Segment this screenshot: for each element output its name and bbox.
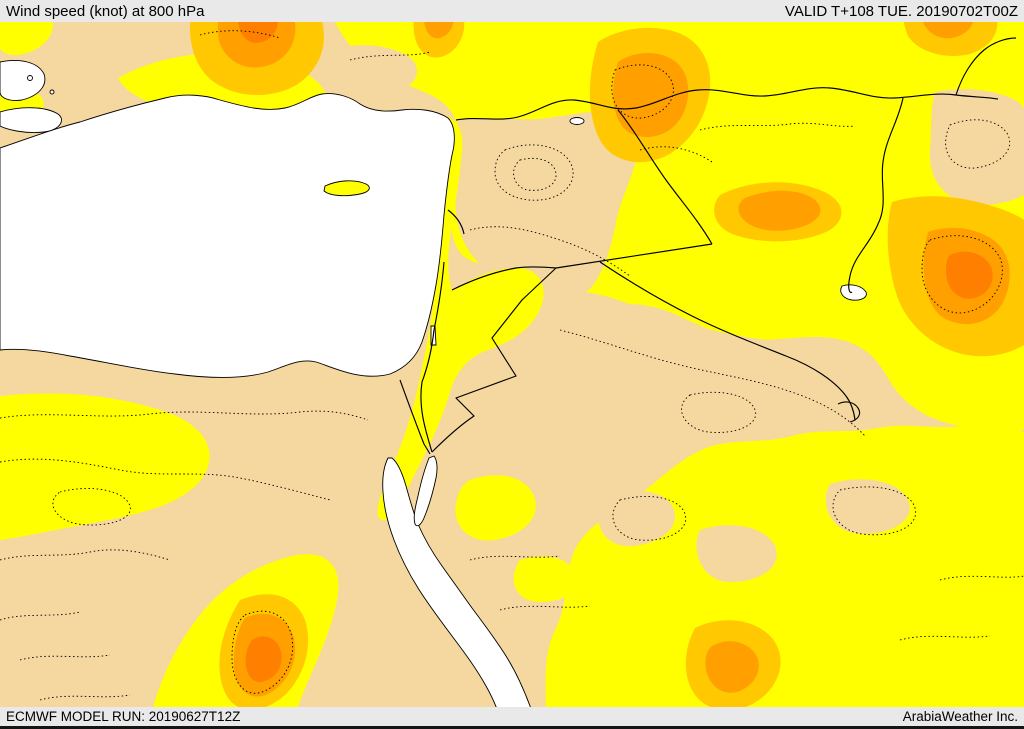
yellow-region-levant-jordan-sinai [377,116,544,521]
borders-layer [399,37,1017,455]
tan-holes-south-layer [598,479,910,582]
yellow-region-anatolia-mesopotamia [330,10,1024,433]
orange-deep-core-zagros [946,251,993,299]
tan-hole-central-saudi-b [825,479,910,534]
tan-hole-central-saudi-a [598,491,676,547]
yellow-region-west-egypt [0,393,210,540]
dotted-contour [921,235,1003,314]
cyprus-island [323,180,370,197]
dotted-contour [0,549,171,561]
dotted-contour [39,694,131,701]
gulf-of-aqaba [413,455,438,527]
yellow-band-layer [330,10,1024,433]
tan-holes-layer [337,45,1024,463]
border-turkey-south [455,87,999,121]
header-bar: Wind speed (knot) at 800 hPa VALID T+108… [0,0,1024,22]
dotted-contour [832,486,917,536]
yellow-region-nw-saudi-a [455,475,536,541]
aegean-islet [49,89,55,95]
aegean-sea-patch-b [0,107,62,133]
border-jordan-iraq [555,243,713,269]
dotted-contour [349,51,431,61]
dotted-contour [231,610,294,694]
border-syria-iraq [617,109,713,245]
dotted-contour [469,226,631,277]
valid-time-label: VALID T+108 TUE. 20190702T00Z [784,2,1018,20]
border-jordan-valley [420,261,445,453]
model-run-label: ECMWF MODEL RUN: 20190627T12Z [6,709,241,724]
dotted-contour [899,635,991,641]
aegean-islet [27,75,33,81]
mediterranean-sea [0,93,455,378]
dotted-contour [513,157,557,191]
orange-core-north-iraq [738,190,821,231]
yellow-region-nw-saudi-b [513,556,578,602]
dotted-contour [699,122,856,131]
dotted-contour [19,654,111,661]
border-syria-jordan [451,266,557,291]
tan-region-west-anatolia [337,45,417,93]
brand-label: ArabiaWeather Inc. [902,709,1018,724]
orange-core-east-anatolia [613,53,689,138]
border-kuwait [837,401,861,423]
border-lebanon [447,209,465,235]
border-iran-iraq [848,97,904,294]
border-egypt-israel [399,379,431,455]
persian-gulf-tip [840,284,867,301]
dotted-contour [681,391,757,433]
lake-anatolia [569,117,585,125]
water-layer [0,60,867,729]
dotted-contours-layer [0,30,1024,701]
aegean-sea-patch-a [0,60,46,101]
dotted-contour [612,496,687,541]
tan-hole-central-saudi-c [696,525,777,582]
tan-region-syria-interior [454,111,638,303]
border-iraq-saudi [599,261,856,421]
tan-region-nw-iran [929,89,1024,205]
border-jordan-saudi-zigzag [431,267,557,453]
dotted-contour [499,605,591,611]
dotted-contour [611,64,674,119]
tan-region-north-arabia-desert [470,291,889,463]
dotted-contour [939,575,1024,581]
border-turkey-ne [955,37,1017,96]
map-title: Wind speed (knot) at 800 hPa [6,2,205,20]
orange-deep-core-upper-egypt [245,636,282,683]
bottom-frame-edge [0,726,1024,729]
footer-bar: ECMWF MODEL RUN: 20190627T12Z ArabiaWeat… [0,707,1024,726]
orange-core-south-saudi [705,641,759,693]
dotted-contour [469,555,561,561]
orange-band-layer [190,10,1024,711]
dotted-contour [0,410,369,421]
dotted-contour [945,119,1011,169]
